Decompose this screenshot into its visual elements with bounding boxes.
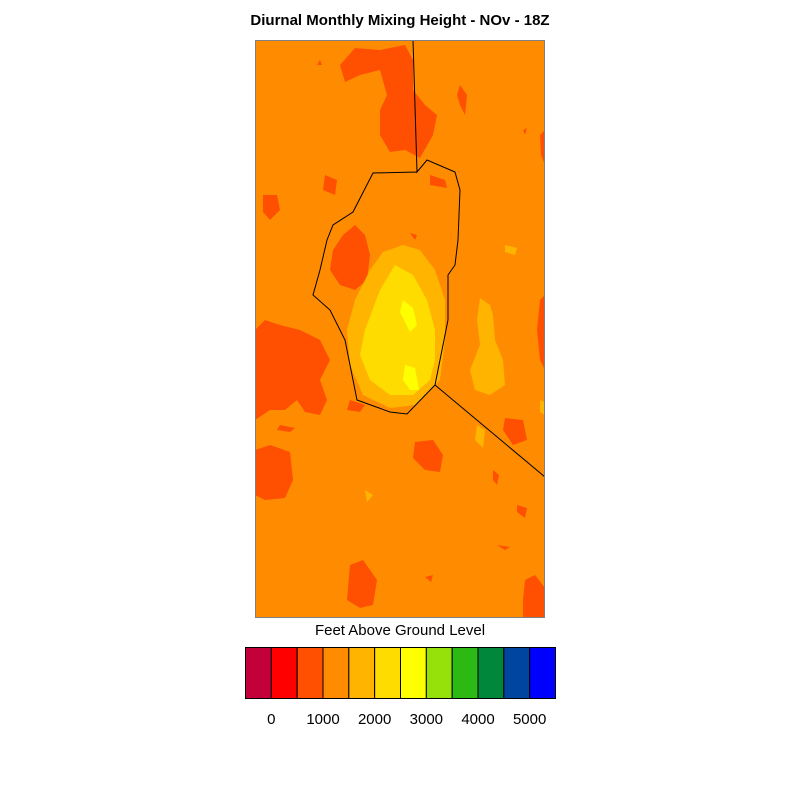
colorbar-box (296, 647, 324, 699)
mixing-height-map (255, 40, 545, 618)
colorbar-label: Feet Above Ground Level (314, 622, 486, 639)
colorbar-box (529, 647, 556, 699)
colorbar-box (322, 647, 350, 699)
colorbar-tick-label: 3000 (409, 711, 444, 728)
colorbar-tick-label: 1000 (306, 711, 340, 728)
colorbar-box (400, 647, 427, 699)
contour-level-2500-3000 (360, 265, 435, 395)
map-title: Diurnal Monthly Mixing Height - NOv - 18… (250, 12, 550, 29)
colorbar-box (245, 647, 272, 699)
colorbar-box (425, 647, 453, 699)
colorbar-box (374, 647, 401, 699)
colorbar-box (270, 647, 298, 699)
colorbar-tick-label: 0 (267, 711, 276, 728)
contour-level-3000-3500 (400, 300, 419, 390)
colorbar-box (503, 647, 531, 699)
region-boundaries (312, 40, 545, 478)
colorbar (245, 647, 556, 699)
colorbar-tick-label: 2000 (357, 711, 392, 728)
colorbar-box (477, 647, 505, 699)
colorbar-box (348, 647, 376, 699)
colorbar-tick-label: 5000 (512, 711, 547, 728)
colorbar-box (451, 647, 479, 699)
contour-level-1000-2000 (255, 45, 545, 618)
map-frame (255, 40, 545, 618)
colorbar-tick-label: 4000 (461, 711, 495, 728)
